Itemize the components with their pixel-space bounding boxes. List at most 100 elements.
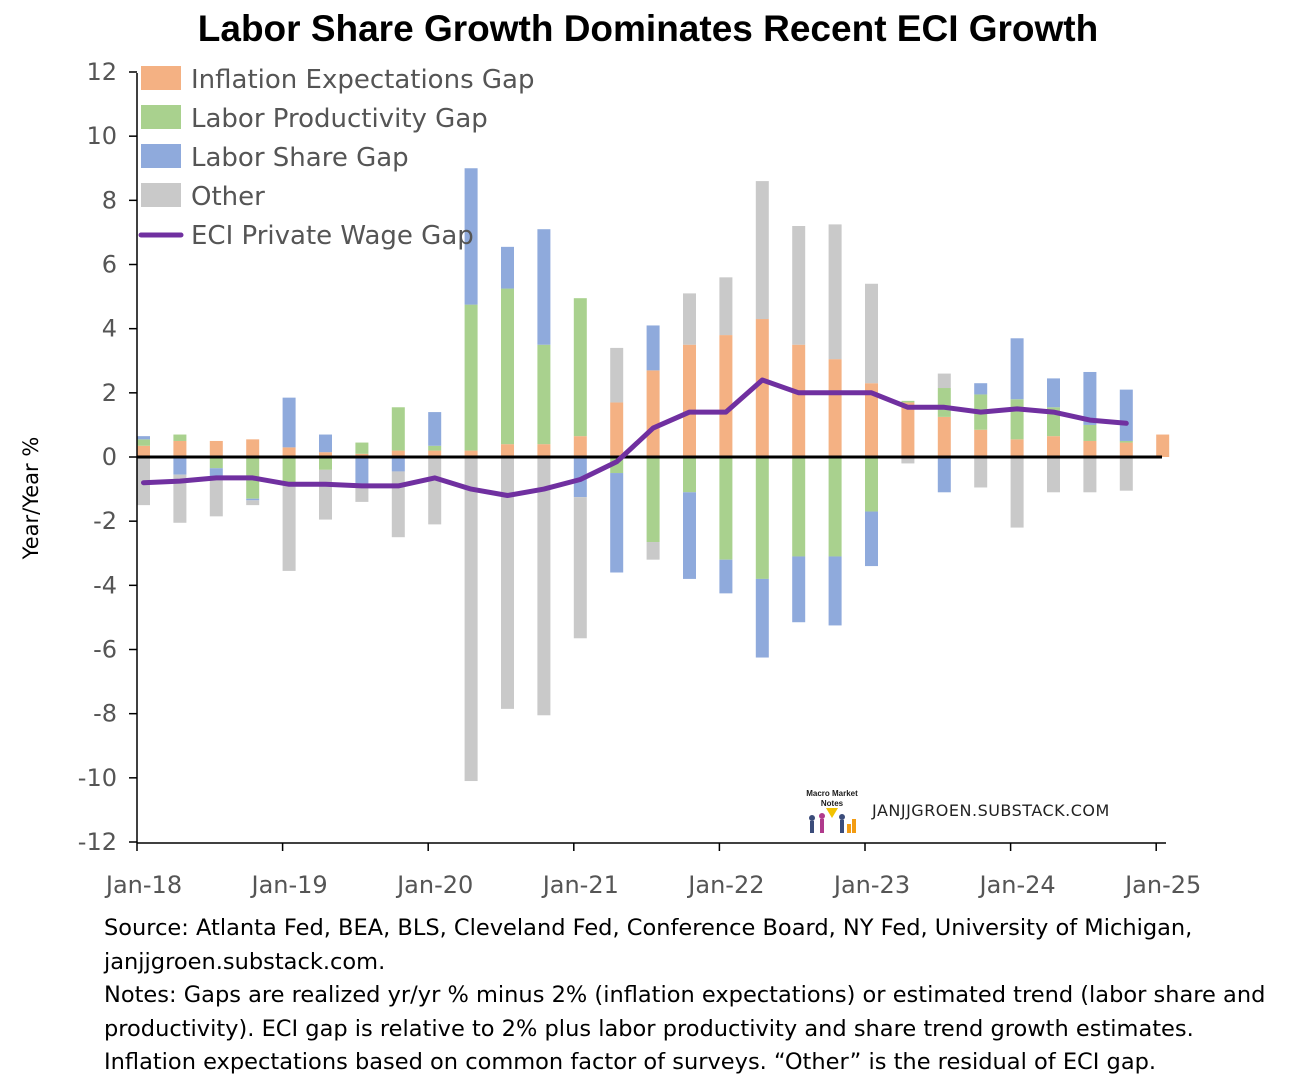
x-tick-label: Jan-24 <box>977 871 1055 899</box>
legend-swatch-labor-share-gap <box>141 144 181 168</box>
watermark: Macro Market Notes JANJJGROEN.SUBSTACK.C… <box>804 782 1109 838</box>
y-tick-label: 8 <box>102 186 117 214</box>
bar-labor-share-gap-2024Q3 <box>1083 371 1097 425</box>
bar-other-2023Q2 <box>901 457 915 464</box>
bar-inflation-expectations-gap-2023Q2 <box>901 402 915 457</box>
bar-other-2023Q3 <box>937 373 951 389</box>
bar-labor-share-gap-2019Q2 <box>319 434 332 453</box>
bar-inflation-expectations-gap-2022Q4 <box>828 359 842 457</box>
bar-inflation-expectations-gap-2018Q2 <box>173 440 187 457</box>
y-tick-label: -4 <box>93 571 117 599</box>
bar-inflation-expectations-gap-2018Q3 <box>209 440 223 457</box>
bar-labor-productivity-gap-2024Q3 <box>1083 424 1097 441</box>
bar-labor-productivity-gap-2020Q2 <box>464 304 478 451</box>
bar-labor-share-gap-2019Q1 <box>282 397 296 448</box>
legend-label-inflation-expectations-gap: Inflation Expectations Gap <box>191 65 534 95</box>
bar-other-2023Q1 <box>865 283 878 384</box>
bar-labor-productivity-gap-2018Q3 <box>209 457 223 469</box>
y-tick-label: 4 <box>102 315 117 343</box>
legend-swatch-inflation-expectations-gap <box>141 66 181 90</box>
bar-inflation-expectations-gap-2021Q2 <box>610 402 624 457</box>
bar-other-2021Q2 <box>610 347 624 403</box>
bar-inflation-expectations-gap-2023Q1 <box>865 383 878 457</box>
bar-labor-share-gap-2024Q1 <box>1010 338 1024 400</box>
bar-inflation-expectations-gap-2019Q4 <box>391 450 405 457</box>
bar-other-2024Q4 <box>1119 457 1133 491</box>
eci-private-wage-gap-line <box>141 377 1129 498</box>
eci-line-layer <box>141 377 1129 498</box>
bar-other-2019Q4 <box>391 471 405 538</box>
legend-swatch-other <box>141 183 181 207</box>
bar-inflation-expectations-gap-2019Q2 <box>319 452 332 457</box>
bar-other-2024Q1 <box>1010 457 1024 528</box>
bar-other-2018Q2 <box>173 474 187 523</box>
legend-label-labor-productivity-gap: Labor Productivity Gap <box>191 104 488 134</box>
x-tick-label: Jan-20 <box>395 871 473 899</box>
bar-labor-share-gap-2020Q2 <box>464 168 478 305</box>
bar-other-2020Q4 <box>537 457 551 716</box>
bar-inflation-expectations-gap-2020Q2 <box>464 450 478 457</box>
bar-inflation-expectations-gap-2018Q4 <box>246 439 260 457</box>
bars-layer <box>137 168 1170 782</box>
bar-labor-productivity-gap-2019Q3 <box>355 442 369 454</box>
y-axis-title: Year/Year % <box>19 437 43 561</box>
bar-inflation-expectations-gap-2020Q1 <box>428 450 442 457</box>
bar-inflation-expectations-gap-2019Q1 <box>282 447 296 457</box>
bar-other-2022Q4 <box>828 224 842 360</box>
bar-labor-productivity-gap-2020Q4 <box>537 344 551 445</box>
bar-inflation-expectations-gap-2021Q3 <box>646 370 660 457</box>
bar-other-2019Q1 <box>282 484 296 571</box>
bar-labor-share-gap-2018Q2 <box>173 457 187 475</box>
bar-labor-productivity-gap-2022Q1 <box>719 457 733 560</box>
bar-other-2020Q2 <box>464 457 478 782</box>
bar-other-2022Q1 <box>719 277 733 336</box>
bar-labor-share-gap-2023Q4 <box>974 383 988 395</box>
bar-labor-productivity-gap-2019Q4 <box>391 407 405 451</box>
bar-labor-productivity-gap-2020Q3 <box>501 288 514 445</box>
bar-labor-share-gap-2018Q1 <box>137 436 150 440</box>
bar-labor-productivity-gap-2021Q1 <box>573 298 587 437</box>
bar-labor-productivity-gap-2018Q2 <box>173 434 187 441</box>
bar-other-2023Q4 <box>974 457 988 488</box>
bar-labor-productivity-gap-2019Q1 <box>282 457 296 485</box>
bar-labor-share-gap-2021Q2 <box>610 473 624 573</box>
bar-inflation-expectations-gap-2020Q3 <box>501 444 514 457</box>
bar-labor-productivity-gap-2023Q1 <box>865 457 878 512</box>
bar-inflation-expectations-gap-2024Q1 <box>1010 439 1024 457</box>
legend: Inflation Expectations Gap Labor Producti… <box>138 65 534 251</box>
x-tick-label: Jan-22 <box>686 871 764 899</box>
bar-labor-share-gap-2018Q3 <box>209 468 223 478</box>
bar-inflation-expectations-gap-2022Q1 <box>719 335 733 457</box>
bar-labor-share-gap-2019Q3 <box>355 457 369 488</box>
legend-label-eci-private-wage-gap: ECI Private Wage Gap <box>191 221 474 251</box>
bar-labor-share-gap-2023Q3 <box>937 457 951 493</box>
legend-label-labor-share-gap: Labor Share Gap <box>191 143 409 173</box>
y-tick-label: -2 <box>93 507 117 535</box>
bar-labor-share-gap-2022Q4 <box>828 556 842 626</box>
bar-labor-productivity-gap-2023Q3 <box>937 388 951 417</box>
bar-labor-share-gap-2020Q4 <box>537 229 551 345</box>
bar-labor-productivity-gap-2022Q4 <box>828 457 842 557</box>
bar-labor-share-gap-2022Q2 <box>755 578 769 658</box>
bar-inflation-expectations-gap-2022Q2 <box>755 319 769 457</box>
bar-other-2021Q1 <box>573 497 587 639</box>
y-tick-label: -8 <box>93 700 117 728</box>
logo-text-2: Notes <box>821 799 844 808</box>
bar-labor-share-gap-2024Q2 <box>1047 378 1060 408</box>
bar-inflation-expectations-gap-2021Q4 <box>683 344 696 457</box>
bar-labor-share-gap-2018Q4 <box>246 498 260 501</box>
x-tick-label: Jan-19 <box>249 871 327 899</box>
y-tick-label: -6 <box>93 636 117 664</box>
bar-inflation-expectations-gap-2020Q4 <box>537 444 551 457</box>
legend-label-other: Other <box>191 182 265 212</box>
x-tick-label: Jan-21 <box>541 871 619 899</box>
bar-inflation-expectations-gap-2022Q3 <box>792 344 806 457</box>
bar-labor-share-gap-2024Q4 <box>1119 389 1133 441</box>
bar-labor-productivity-gap-2024Q4 <box>1119 440 1133 443</box>
source-note: Source: Atlanta Fed, BEA, BLS, Cleveland… <box>104 915 1193 975</box>
y-tick-label: 12 <box>86 58 117 86</box>
bar-labor-share-gap-2022Q3 <box>792 556 806 623</box>
bar-inflation-expectations-gap-2024Q2 <box>1047 436 1060 457</box>
chart-plot: 12 10 8 6 4 2 0 -2 -4 -6 -8 -10 -12 Jan-18 Jan-19 Jan-2… <box>19 58 1201 899</box>
bar-inflation-expectations-gap-2021Q1 <box>573 436 587 457</box>
